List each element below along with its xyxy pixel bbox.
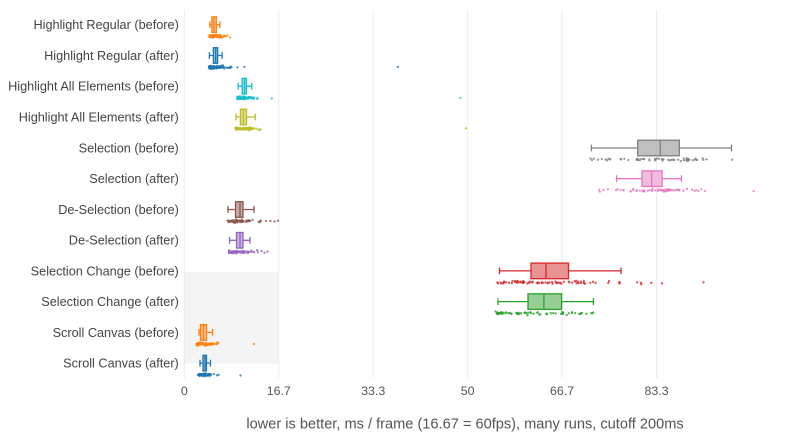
svg-text:De-Selection (after): De-Selection (after): [69, 234, 179, 248]
svg-text:Highlight All Elements (after): Highlight All Elements (after): [19, 110, 179, 124]
svg-text:Selection Change (before): Selection Change (before): [31, 264, 179, 278]
svg-text:Selection (before): Selection (before): [79, 141, 179, 155]
svg-text:De-Selection (before): De-Selection (before): [58, 203, 179, 217]
svg-text:Selection Change (after): Selection Change (after): [41, 295, 179, 309]
svg-text:Highlight Regular (after): Highlight Regular (after): [44, 49, 179, 63]
svg-text:83.3: 83.3: [644, 384, 668, 398]
svg-text:lower is better, ms / frame (1: lower is better, ms / frame (16.67 = 60f…: [246, 416, 683, 432]
svg-text:50: 50: [461, 384, 475, 398]
svg-text:16.7: 16.7: [267, 384, 291, 398]
svg-text:Scroll Canvas (after): Scroll Canvas (after): [63, 357, 179, 371]
svg-text:33.3: 33.3: [361, 384, 385, 398]
svg-text:66.7: 66.7: [550, 384, 574, 398]
svg-text:0: 0: [181, 384, 188, 398]
svg-text:Highlight All Elements (before: Highlight All Elements (before): [8, 80, 179, 94]
svg-text:Scroll Canvas (before): Scroll Canvas (before): [53, 326, 179, 340]
svg-text:Highlight Regular (before): Highlight Regular (before): [34, 18, 179, 32]
svg-text:Selection (after): Selection (after): [89, 172, 179, 186]
